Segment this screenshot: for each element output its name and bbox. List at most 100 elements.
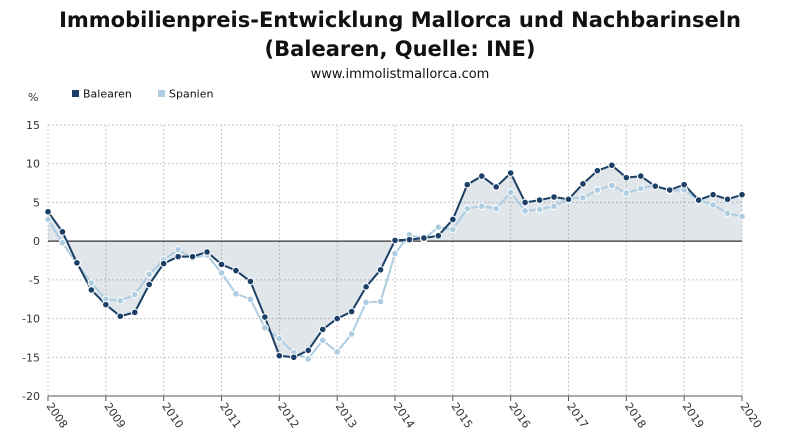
balearen-point xyxy=(116,312,125,321)
x-tick-label: 2014 xyxy=(391,400,418,430)
spanien-point xyxy=(492,204,501,213)
y-tick-label: 10 xyxy=(26,158,40,171)
balearen-point xyxy=(550,193,558,201)
spanien-point xyxy=(449,225,457,234)
spanien-point xyxy=(217,269,226,277)
balearen-point xyxy=(593,166,602,175)
balearen-point xyxy=(102,300,110,309)
y-tick-label: -15 xyxy=(22,351,40,364)
spanien-point xyxy=(622,189,631,197)
spanien-point xyxy=(636,184,645,193)
axes: 15 10 5 0 -5 -10 -15 -20 2008 2009 2010 2011 2012 201… xyxy=(22,91,764,431)
spanien-point xyxy=(304,355,313,363)
x-tick-label: 2019 xyxy=(680,400,707,430)
x-tick-label: 2020 xyxy=(738,400,765,430)
x-tick-label: 2009 xyxy=(101,400,128,430)
balearen-point xyxy=(159,259,168,268)
balearen-point xyxy=(521,198,529,207)
y-tick-label: 5 xyxy=(33,196,40,209)
spanien-point xyxy=(145,270,154,279)
balearen-point xyxy=(347,307,356,316)
spanien-point xyxy=(723,209,732,218)
balearen-point xyxy=(391,236,399,245)
balearen-point xyxy=(709,190,717,199)
balearen-point xyxy=(87,286,96,294)
spanien-point xyxy=(506,188,515,197)
balearen-point xyxy=(203,248,211,256)
balearen-point xyxy=(463,180,472,189)
balearen-point xyxy=(694,196,703,204)
balearen-point xyxy=(608,161,616,170)
y-tick-label: -10 xyxy=(22,313,40,326)
balearen-point xyxy=(376,265,385,274)
balearen-point xyxy=(506,169,515,177)
balearen-point xyxy=(232,266,240,275)
spanien-point xyxy=(593,186,602,194)
chart-title: Immobilienpreis-Entwicklung Mallorca und… xyxy=(59,8,741,32)
spanien-point xyxy=(738,212,746,221)
spanien-point xyxy=(550,202,558,211)
balearen-point xyxy=(304,346,313,355)
balearen-point xyxy=(246,277,255,286)
x-tick-label: 2008 xyxy=(44,400,71,430)
chart-subtitle: www.immolistmallorca.com xyxy=(310,67,490,82)
legend-marker-spanien xyxy=(158,90,165,97)
balearen-point xyxy=(665,186,674,194)
spanien-point xyxy=(391,249,399,258)
balearen-point xyxy=(579,180,587,188)
balearen-point xyxy=(261,313,269,321)
balearen-point xyxy=(318,325,327,334)
balearen-point xyxy=(622,173,631,182)
x-tick-label: 2012 xyxy=(275,400,302,430)
balearen-point xyxy=(362,283,370,291)
y-tick-label: -20 xyxy=(22,390,40,403)
balearen-point xyxy=(723,195,732,204)
y-tick-label: 0 xyxy=(33,235,40,248)
balearen-point xyxy=(73,259,81,267)
x-tick-label: 2018 xyxy=(622,400,649,430)
balearen-area-fill xyxy=(48,165,742,358)
balearen-point xyxy=(275,351,284,360)
balearen-point xyxy=(535,196,544,204)
balearen-point xyxy=(130,308,139,317)
spanien-point xyxy=(232,289,240,298)
y-axis-label: % xyxy=(28,91,38,104)
balearen-point xyxy=(680,180,688,189)
y-tick-label: -5 xyxy=(29,274,40,287)
balearen-point xyxy=(174,252,182,261)
spanien-point xyxy=(434,223,443,232)
x-tick-label: 2010 xyxy=(159,400,186,430)
area-fill xyxy=(48,165,742,358)
spanien-point xyxy=(608,181,616,190)
legend-label-balearen: Balearen xyxy=(83,88,132,101)
legend-label-spanien: Spanien xyxy=(169,88,214,101)
spanien-point xyxy=(347,330,356,338)
spanien-point xyxy=(174,245,182,254)
x-tick-label: 2011 xyxy=(217,400,244,430)
spanien-point xyxy=(579,193,587,202)
spanien-point xyxy=(261,324,269,332)
x-tick-label: 2015 xyxy=(448,400,475,430)
balearen-point xyxy=(636,172,645,180)
balearen-point xyxy=(420,234,428,242)
balearen-point xyxy=(217,260,226,269)
spanien-point xyxy=(709,200,717,209)
chart-title-line2: (Balearen, Quelle: INE) xyxy=(264,37,536,61)
spanien-point xyxy=(521,207,529,215)
spanien-point xyxy=(362,298,370,307)
balearen-point xyxy=(145,280,154,289)
spanien-point xyxy=(130,290,139,299)
balearen-point xyxy=(333,314,341,323)
spanien-point xyxy=(246,295,255,304)
balearen-point xyxy=(651,182,660,190)
balearen-point xyxy=(564,195,573,204)
spanien-point xyxy=(87,279,96,287)
spanien-point xyxy=(318,336,327,345)
spanien-point xyxy=(58,238,67,247)
spanien-point xyxy=(535,205,544,214)
balearen-point xyxy=(58,228,67,236)
x-tick-label: 2013 xyxy=(333,400,360,430)
spanien-point xyxy=(44,215,52,224)
spanien-point xyxy=(477,202,486,211)
